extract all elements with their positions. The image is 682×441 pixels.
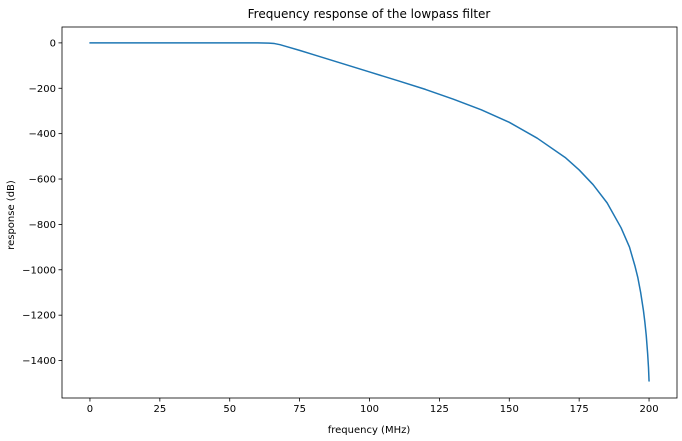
x-tick-label: 175 <box>570 404 589 415</box>
chart-title: Frequency response of the lowpass filter <box>248 7 491 21</box>
y-tick-label: −800 <box>29 220 56 231</box>
axis-ticks: 0 25 50 75 100 125 150 175 200 0 −200 −400 −600 −800 −… <box>22 38 658 415</box>
x-tick-label: 25 <box>153 404 166 415</box>
y-tick-label: −1000 <box>22 265 56 276</box>
y-tick-label: −1400 <box>22 356 56 367</box>
y-tick-label: 0 <box>50 38 56 49</box>
series-lines <box>89 42 650 382</box>
y-tick-label: −1200 <box>22 311 56 322</box>
x-tick-label: 100 <box>360 404 379 415</box>
x-tick-label: 125 <box>430 404 449 415</box>
x-tick-label: 75 <box>293 404 306 415</box>
x-axis-label: frequency (MHz) <box>328 425 411 436</box>
y-axis-label: response (dB) <box>6 180 17 250</box>
x-tick-label: 0 <box>87 404 93 415</box>
y-tick-label: −600 <box>29 175 56 186</box>
y-tick-label: −400 <box>29 129 56 140</box>
x-tick-label: 150 <box>500 404 519 415</box>
y-tick-label: −200 <box>29 84 56 95</box>
series-line <box>89 42 650 382</box>
x-tick-label: 200 <box>639 404 658 415</box>
x-tick-label: 50 <box>223 404 236 415</box>
plot-frame <box>61 26 678 399</box>
plot-area <box>62 27 677 398</box>
